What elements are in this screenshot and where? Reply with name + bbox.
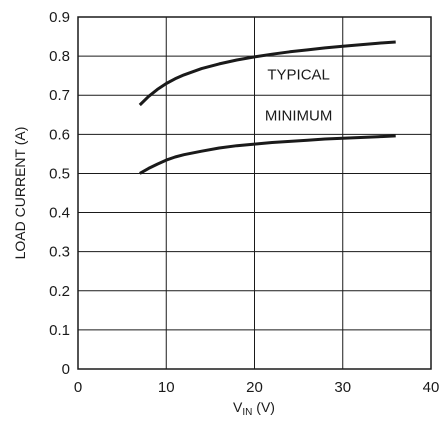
y-tick-label: 0.8 xyxy=(49,48,70,65)
series-line-minimum xyxy=(139,134,396,175)
y-tick-label: 0 xyxy=(62,361,70,378)
y-tick-label: 0.2 xyxy=(49,283,70,300)
y-tick-label: 0.4 xyxy=(49,205,70,222)
y-axis-title: LOAD CURRENT (A) xyxy=(12,127,28,260)
y-tick-label: 0.7 xyxy=(49,87,70,104)
y-tick-label: 0.6 xyxy=(49,126,70,143)
plot-frame xyxy=(77,16,432,370)
x-tick-label: 10 xyxy=(158,379,175,396)
y-tick-label: 0.9 xyxy=(49,9,70,26)
x-axis-title: VIN (V) xyxy=(233,399,275,418)
x-tick-label: 20 xyxy=(246,379,263,396)
y-tick-label: 0.3 xyxy=(49,244,70,261)
y-tick-label: 0.5 xyxy=(49,165,70,182)
y-tick-labels: 0 0.1 0.2 0.3 0.4 0.5 0.6 0.7 0.8 0.9 xyxy=(49,9,70,378)
x-axis-title-main: V xyxy=(233,399,243,415)
x-tick-label: 40 xyxy=(423,379,440,396)
x-axis-title-unit: (V) xyxy=(252,399,275,415)
series-annotations: TYPICAL MINIMUM xyxy=(265,67,333,125)
x-tick-label: 0 xyxy=(74,379,82,396)
x-axis-title-subscript: IN xyxy=(242,407,252,418)
x-tick-label: 30 xyxy=(334,379,351,396)
y-tick-label: 0.1 xyxy=(49,322,70,339)
x-tick-labels: 0 10 20 30 40 xyxy=(74,379,440,396)
series-label-minimum: MINIMUM xyxy=(265,108,333,125)
series-lines xyxy=(138,40,396,175)
series-line-typical xyxy=(138,40,396,107)
series-label-typical: TYPICAL xyxy=(267,67,330,84)
gridlines xyxy=(78,17,431,369)
